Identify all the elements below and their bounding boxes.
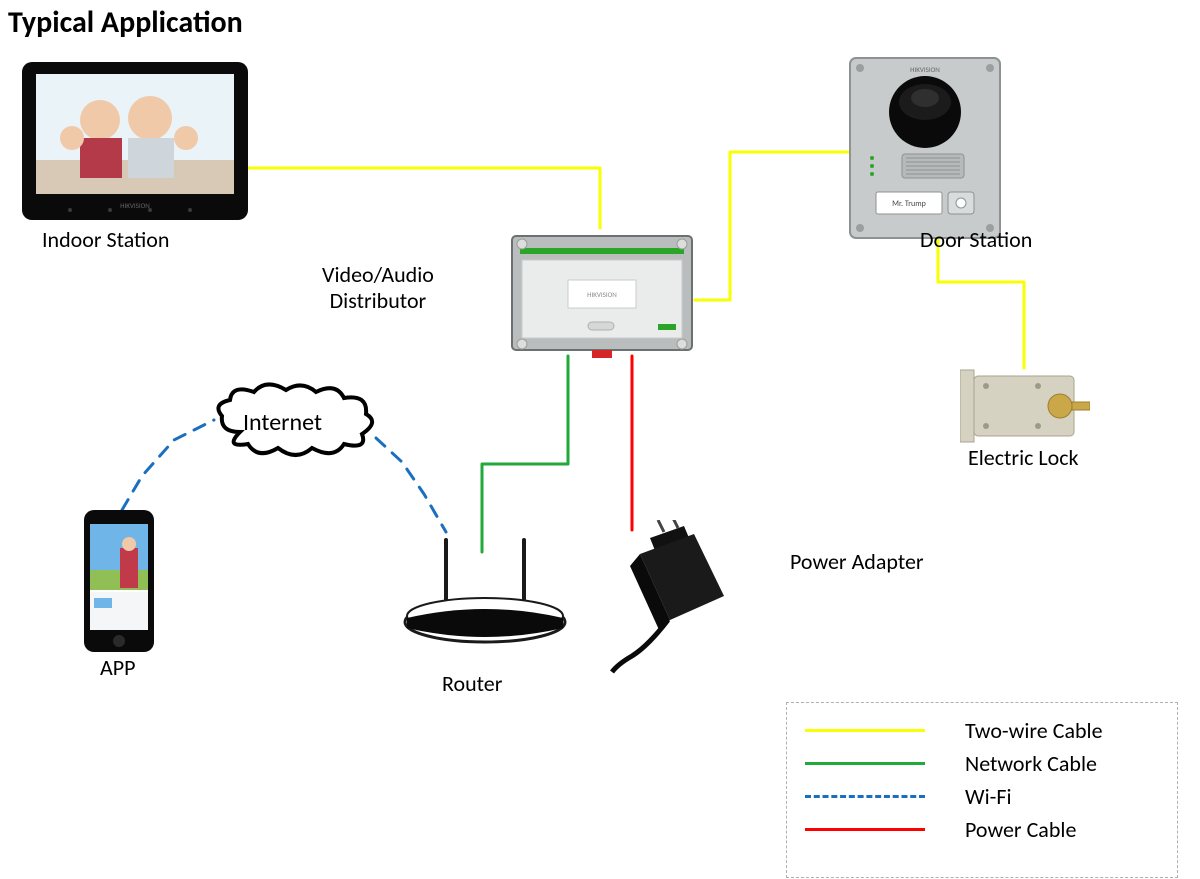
- svg-text:HIKVISION: HIKVISION: [587, 290, 617, 299]
- distributor-icon: HIKVISION: [508, 228, 696, 358]
- legend-line: [805, 762, 925, 765]
- legend-line: [805, 828, 925, 831]
- legend-line: [805, 729, 925, 732]
- phone-app-icon: [80, 508, 158, 654]
- legend-label: Network Cable: [965, 750, 1097, 777]
- diagram-title: Typical Application: [8, 4, 243, 41]
- legend-row: Two-wire Cable: [805, 717, 1159, 744]
- legend-row: Wi-Fi: [805, 783, 1159, 810]
- door-station-icon: HIKVISION Mr. Trump: [846, 54, 1004, 242]
- legend-row: Network Cable: [805, 750, 1159, 777]
- legend-label: Power Cable: [965, 816, 1076, 843]
- router-label: Router: [442, 670, 502, 697]
- door-station-label: Door Station: [920, 226, 1032, 253]
- app-label: APP: [100, 654, 135, 681]
- svg-text:Mr. Trump: Mr. Trump: [892, 199, 926, 209]
- legend-label: Wi-Fi: [965, 783, 1012, 810]
- svg-text:HIKVISION: HIKVISION: [910, 65, 940, 74]
- svg-text:HIKVISION: HIKVISION: [120, 201, 150, 210]
- router-icon: [400, 530, 570, 646]
- power-adapter-label: Power Adapter: [790, 548, 924, 575]
- legend-line: [805, 795, 925, 798]
- electric-lock-icon: [960, 366, 1090, 446]
- power-adapter-icon: [608, 520, 738, 674]
- electric-lock-label: Electric Lock: [968, 444, 1079, 471]
- indoor-station-label: Indoor Station: [42, 226, 169, 253]
- distributor-label: Video/Audio Distributor: [322, 262, 434, 315]
- legend-row: Power Cable: [805, 816, 1159, 843]
- diagram-canvas: Typical Application HIKVISION HIKVISION: [0, 0, 1200, 879]
- cloud-label: Internet: [243, 408, 322, 437]
- indoor-station-icon: HIKVISION: [20, 60, 250, 222]
- legend: Two-wire Cable Network Cable Wi-Fi Power Ca…: [786, 702, 1178, 878]
- legend-label: Two-wire Cable: [965, 717, 1103, 744]
